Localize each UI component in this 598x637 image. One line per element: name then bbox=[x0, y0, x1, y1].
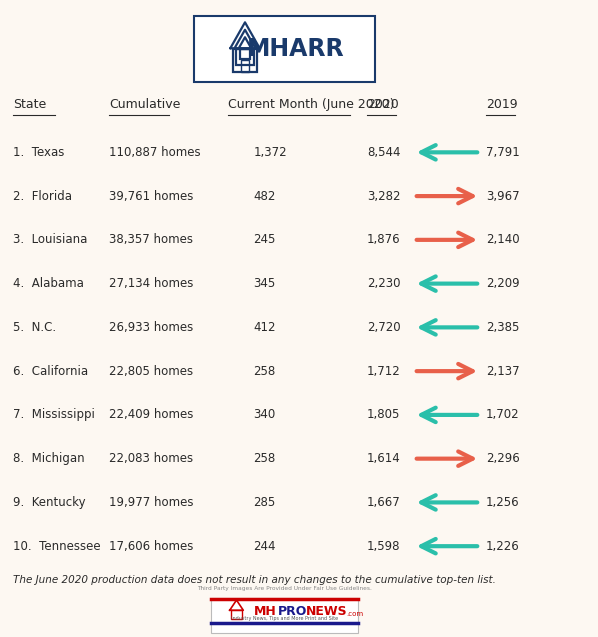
Text: MH: MH bbox=[254, 605, 276, 618]
Text: 26,933 homes: 26,933 homes bbox=[109, 321, 193, 334]
Text: 38,357 homes: 38,357 homes bbox=[109, 233, 193, 247]
Text: 1,372: 1,372 bbox=[254, 146, 287, 159]
Text: 245: 245 bbox=[254, 233, 276, 247]
Text: 412: 412 bbox=[254, 321, 276, 334]
Text: 3,967: 3,967 bbox=[486, 190, 520, 203]
Text: 1,614: 1,614 bbox=[367, 452, 401, 465]
Text: 19,977 homes: 19,977 homes bbox=[109, 496, 194, 509]
Text: 1.  Texas: 1. Texas bbox=[13, 146, 64, 159]
Text: 1,226: 1,226 bbox=[486, 540, 520, 553]
Text: MHARR: MHARR bbox=[247, 37, 345, 61]
Text: Industry News, Tips and More Print and Site: Industry News, Tips and More Print and S… bbox=[231, 616, 338, 621]
Text: 8.  Michigan: 8. Michigan bbox=[13, 452, 84, 465]
Text: 1,702: 1,702 bbox=[486, 408, 520, 422]
Text: 39,761 homes: 39,761 homes bbox=[109, 190, 193, 203]
Text: 5.  N.C.: 5. N.C. bbox=[13, 321, 56, 334]
Text: 482: 482 bbox=[254, 190, 276, 203]
Text: 345: 345 bbox=[254, 277, 276, 290]
Text: 4.  Alabama: 4. Alabama bbox=[13, 277, 84, 290]
Text: 258: 258 bbox=[254, 452, 276, 465]
Bar bbox=[233, 49, 257, 72]
Text: 2,230: 2,230 bbox=[367, 277, 400, 290]
Text: 2,385: 2,385 bbox=[486, 321, 519, 334]
Text: 1,805: 1,805 bbox=[367, 408, 400, 422]
Text: 7.  Mississippi: 7. Mississippi bbox=[13, 408, 94, 422]
Text: 27,134 homes: 27,134 homes bbox=[109, 277, 193, 290]
Text: Cumulative: Cumulative bbox=[109, 97, 181, 111]
Text: 2,137: 2,137 bbox=[486, 364, 520, 378]
Text: 8,544: 8,544 bbox=[367, 146, 400, 159]
Bar bbox=[241, 61, 249, 72]
Text: 258: 258 bbox=[254, 364, 276, 378]
Text: 110,887 homes: 110,887 homes bbox=[109, 146, 201, 159]
Text: 22,083 homes: 22,083 homes bbox=[109, 452, 193, 465]
Text: 6.  California: 6. California bbox=[13, 364, 88, 378]
Text: 10.  Tennessee: 10. Tennessee bbox=[13, 540, 100, 553]
Text: 3.  Louisiana: 3. Louisiana bbox=[13, 233, 87, 247]
Bar bbox=[236, 49, 254, 66]
Text: 2,209: 2,209 bbox=[486, 277, 520, 290]
Text: 22,805 homes: 22,805 homes bbox=[109, 364, 193, 378]
Text: 2019: 2019 bbox=[486, 97, 517, 111]
Text: PRO: PRO bbox=[278, 605, 307, 618]
Text: 340: 340 bbox=[254, 408, 276, 422]
Text: 1,667: 1,667 bbox=[367, 496, 401, 509]
Text: 2020: 2020 bbox=[367, 97, 398, 111]
Text: 1,256: 1,256 bbox=[486, 496, 520, 509]
Text: State: State bbox=[13, 97, 46, 111]
Text: NEWS: NEWS bbox=[306, 605, 348, 618]
Bar bbox=[240, 49, 250, 59]
FancyBboxPatch shape bbox=[194, 16, 376, 82]
Bar bbox=[231, 610, 242, 619]
Text: 2,140: 2,140 bbox=[486, 233, 520, 247]
Text: The June 2020 production data does not result in any changes to the cumulative t: The June 2020 production data does not r… bbox=[13, 575, 496, 585]
Text: 9.  Kentucky: 9. Kentucky bbox=[13, 496, 86, 509]
Text: 2.  Florida: 2. Florida bbox=[13, 190, 72, 203]
Text: 22,409 homes: 22,409 homes bbox=[109, 408, 193, 422]
Text: 1,712: 1,712 bbox=[367, 364, 401, 378]
Text: 7,791: 7,791 bbox=[486, 146, 520, 159]
Text: 2,720: 2,720 bbox=[367, 321, 401, 334]
Text: 285: 285 bbox=[254, 496, 276, 509]
FancyBboxPatch shape bbox=[211, 598, 358, 633]
Text: 1,598: 1,598 bbox=[367, 540, 400, 553]
Text: 2,296: 2,296 bbox=[486, 452, 520, 465]
Text: .com: .com bbox=[346, 611, 363, 617]
Text: Third Party Images Are Provided Under Fair Use Guidelines.: Third Party Images Are Provided Under Fa… bbox=[197, 586, 372, 591]
Text: Current Month (June 2020): Current Month (June 2020) bbox=[228, 97, 395, 111]
Text: 244: 244 bbox=[254, 540, 276, 553]
Text: 17,606 homes: 17,606 homes bbox=[109, 540, 193, 553]
Text: 1,876: 1,876 bbox=[367, 233, 401, 247]
Text: 3,282: 3,282 bbox=[367, 190, 400, 203]
